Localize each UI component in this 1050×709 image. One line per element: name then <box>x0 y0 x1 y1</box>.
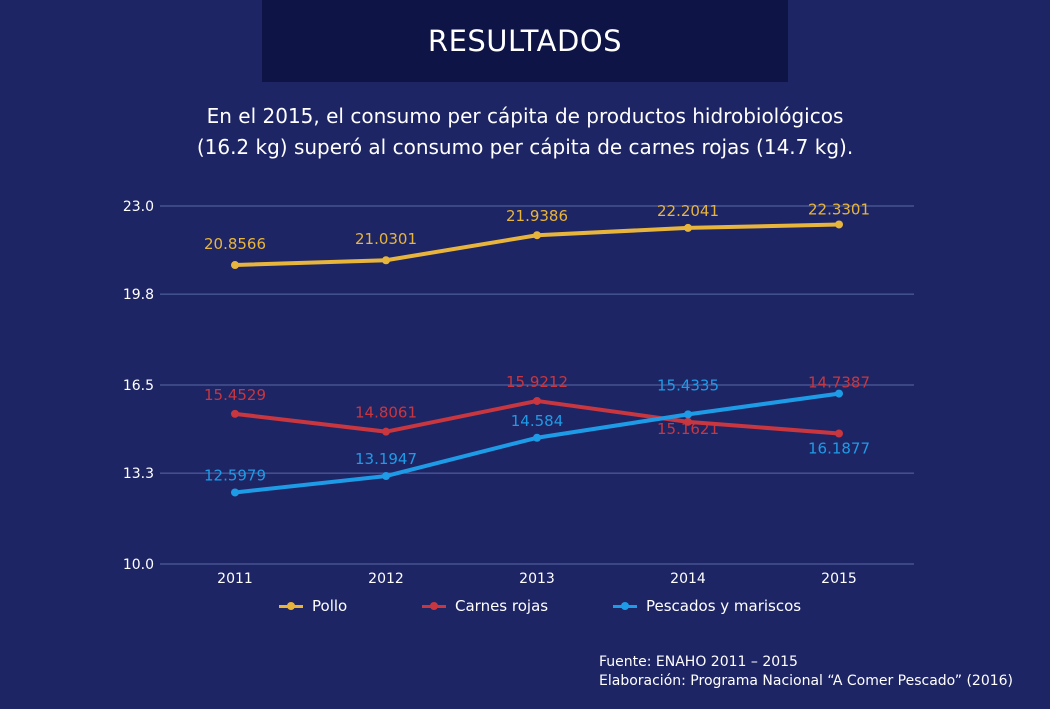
legend-label: Pescados y mariscos <box>646 597 802 615</box>
y-tick-label: 23.0 <box>123 199 154 215</box>
data-point <box>684 417 692 426</box>
legend-label: Carnes rojas <box>455 597 549 615</box>
y-tick-label: 16.5 <box>123 378 154 394</box>
data-label: 15.4335 <box>657 376 719 394</box>
data-label: 21.9386 <box>506 207 568 225</box>
data-point <box>382 427 390 436</box>
data-point <box>533 231 541 240</box>
legend: Pollo Carnes rojas Pescados y mariscos <box>0 597 1050 621</box>
data-label: 16.1877 <box>808 439 870 457</box>
data-point <box>231 488 239 497</box>
data-label: 15.4529 <box>204 386 266 404</box>
legend-item: Pescados y mariscos <box>613 597 801 615</box>
x-tick-label: 2012 <box>368 571 404 587</box>
data-point <box>231 261 239 270</box>
data-label: 22.3301 <box>808 200 870 218</box>
legend-swatch <box>613 601 637 610</box>
series-line <box>234 222 840 268</box>
credit-text: Elaboración: Programa Nacional “A Comer … <box>599 673 1013 689</box>
title-banner: RESULTADOS <box>262 0 788 82</box>
source-text: Fuente: ENAHO 2011 – 2015 <box>599 654 798 670</box>
page-title: RESULTADOS <box>427 24 623 58</box>
data-point <box>684 410 692 419</box>
data-label: 12.5979 <box>204 466 266 484</box>
data-point <box>533 396 541 405</box>
data-label: 21.0301 <box>355 230 417 248</box>
x-tick-label: 2013 <box>519 571 555 587</box>
subtitle: En el 2015, el consumo per cápita de pro… <box>196 104 854 159</box>
data-label: 15.1621 <box>657 420 719 438</box>
legend-label: Pollo <box>312 597 348 615</box>
data-label: 20.8566 <box>204 235 266 253</box>
legend-item: Carnes rojas <box>422 597 548 615</box>
source-note: Fuente: ENAHO 2011 – 2015 Elaboración: P… <box>599 653 1013 691</box>
data-point <box>382 256 390 265</box>
legend-swatch <box>279 601 303 610</box>
data-point <box>533 433 541 442</box>
data-point <box>835 389 843 398</box>
x-tick-label: 2015 <box>821 571 857 587</box>
y-tick-label: 19.8 <box>123 287 154 303</box>
data-point <box>231 409 239 418</box>
y-tick-label: 10.0 <box>123 557 154 573</box>
series-line <box>234 391 840 495</box>
data-point <box>835 429 843 438</box>
data-label: 22.2041 <box>657 202 719 220</box>
y-tick-label: 13.3 <box>123 466 154 482</box>
data-point <box>382 472 390 481</box>
data-label: 14.8061 <box>355 404 417 422</box>
data-point <box>684 223 692 232</box>
data-point <box>835 220 843 229</box>
legend-item: Pollo <box>279 597 347 615</box>
data-label: 15.9212 <box>506 373 568 391</box>
x-tick-label: 2014 <box>670 571 706 587</box>
data-label: 14.584 <box>511 412 564 430</box>
data-label: 13.1947 <box>355 450 417 468</box>
data-label: 14.7387 <box>808 374 870 392</box>
legend-swatch <box>422 601 446 610</box>
x-tick-label: 2011 <box>217 571 253 587</box>
